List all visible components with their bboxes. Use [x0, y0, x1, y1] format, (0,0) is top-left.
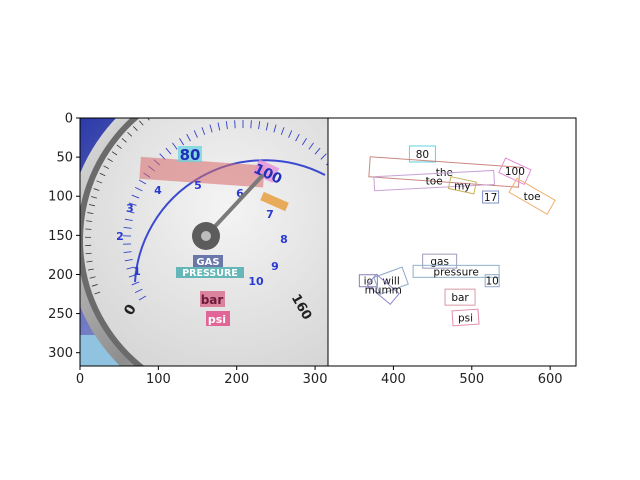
- gauge-mid-label: 6: [236, 187, 244, 200]
- annotation-label: 17: [484, 192, 497, 204]
- annotation-box: [508, 177, 556, 215]
- gauge-scale: [85, 118, 328, 301]
- x-tick-label: 400: [381, 372, 406, 387]
- annotation-label: toe: [524, 191, 541, 203]
- annotation-box: [373, 169, 495, 192]
- annotation-label: 100: [505, 166, 525, 178]
- gauge-unit-psi: psi: [208, 313, 226, 326]
- gauge-mid-label: 1: [133, 265, 141, 278]
- annotation-label: pressure: [433, 266, 478, 278]
- gauge-name-gas: GAS: [196, 257, 219, 268]
- annotation-box: [482, 190, 500, 204]
- y-tick-label: 150: [48, 229, 73, 244]
- annotation-box: [444, 288, 476, 306]
- gauge-mid-label: 9: [271, 260, 279, 273]
- annotation-label: 10: [485, 276, 498, 288]
- gauge-mid-label: 7: [266, 208, 274, 221]
- annotation-label: my: [454, 180, 470, 192]
- annotation-box: [447, 176, 477, 195]
- y-tick-label: 300: [48, 346, 73, 361]
- gauge-mid-label: 5: [194, 179, 202, 192]
- annotation-label: mumm: [365, 284, 402, 296]
- gauge-mid-label: 10: [248, 275, 264, 288]
- annotation-box: [412, 264, 500, 278]
- gauge-mid-label: 8: [280, 233, 288, 246]
- gauge-name-pressure: PRESSURE: [182, 268, 238, 279]
- annotation-box: [408, 145, 436, 163]
- annotation-label: bar: [451, 292, 469, 304]
- annotation-box: [422, 253, 458, 269]
- axes: 0 100 200 300 400 500 600 0 50 100 150 200 250 300: [48, 112, 562, 388]
- annotation-box: [451, 308, 480, 327]
- y-tick-label: 200: [48, 268, 73, 283]
- x-tick-label: 200: [224, 372, 249, 387]
- x-tick-label: 100: [146, 372, 171, 387]
- annotation-box: [366, 273, 400, 306]
- annotation-label: 80: [416, 149, 429, 161]
- annotation-label: will: [382, 276, 399, 288]
- gauge-mid-label: 2: [116, 230, 124, 243]
- y-tick-label: 100: [48, 190, 73, 205]
- annotation-box: [358, 274, 378, 288]
- annotation-box: [368, 156, 521, 188]
- annotation-label: io: [364, 276, 373, 288]
- right-panel-frame: [327, 117, 577, 367]
- gauge-unit-bar: bar: [201, 293, 224, 307]
- annotation-label: toe: [426, 176, 443, 188]
- x-tick-label: 500: [459, 372, 484, 387]
- y-tick-label: 250: [48, 307, 73, 322]
- gauge-label-top: 80: [180, 146, 201, 164]
- gauge-mid-label: 4: [154, 184, 162, 197]
- annotation-box: [484, 274, 500, 288]
- y-tick-label: 50: [56, 151, 73, 166]
- x-tick-label: 300: [303, 372, 328, 387]
- x-tick-label: 0: [76, 372, 84, 387]
- annotation-label: psi: [458, 312, 473, 324]
- annotation-box: [498, 157, 532, 186]
- x-tick-label: 600: [538, 372, 563, 387]
- gauge-mid-label: 3: [126, 202, 134, 215]
- y-tick-label: 0: [65, 112, 73, 127]
